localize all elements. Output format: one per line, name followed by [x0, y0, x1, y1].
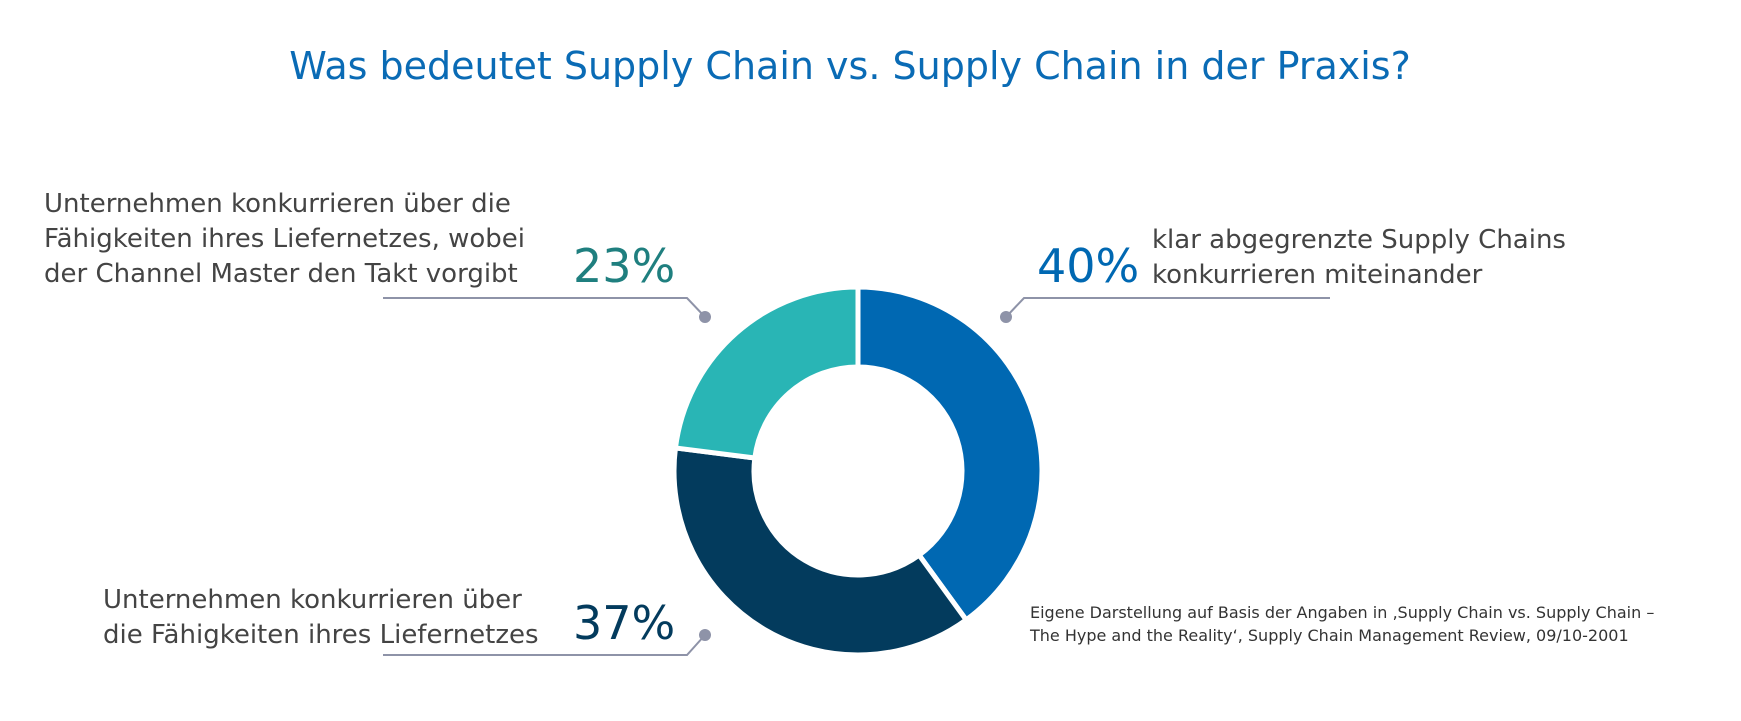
- slice-label-23: Unternehmen konkurrieren über die Fähigk…: [44, 189, 525, 289]
- donut-slice-40: [855, 284, 1045, 623]
- slice-value-23: 23%: [573, 239, 676, 293]
- donut-slice-37: [671, 445, 969, 658]
- slice-label-37: Unternehmen konkurrieren über die Fähigk…: [103, 585, 539, 650]
- slice-label-40: klar abgegrenzte Supply Chains konkurrie…: [1152, 225, 1566, 290]
- leader-line-23: [383, 297, 706, 318]
- leader-line-37: [383, 634, 706, 656]
- slice-value-40: 40%: [1037, 239, 1140, 293]
- slice-value-37: 37%: [573, 596, 676, 650]
- donut-slice-23: [672, 284, 861, 461]
- leader-line-40: [1005, 297, 1330, 318]
- leader-line-23-dot: [699, 311, 711, 323]
- leader-line-40-dot: [1000, 311, 1012, 323]
- chart-title: Was bedeutet Supply Chain vs. Supply Cha…: [289, 44, 1411, 88]
- source-note: Eigene Darstellung auf Basis der Angaben…: [1030, 603, 1655, 645]
- leader-line-37-dot: [699, 629, 711, 641]
